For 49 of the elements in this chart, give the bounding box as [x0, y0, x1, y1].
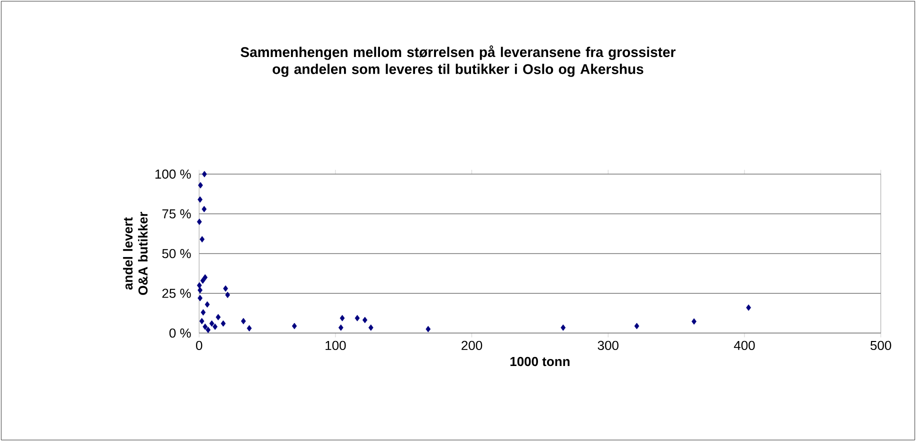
point: [199, 318, 204, 324]
x-axis-title: 1000 tonn: [510, 356, 570, 366]
point: [198, 196, 203, 203]
point: [198, 182, 203, 188]
point: [225, 292, 230, 298]
y-tick-label: 25 %: [162, 288, 191, 298]
point: [202, 274, 208, 281]
point: [368, 324, 374, 331]
point: [198, 294, 203, 302]
point: [200, 277, 206, 284]
x-tick-label: 300: [598, 340, 618, 350]
point: [196, 218, 202, 225]
point: [292, 322, 297, 330]
point: [560, 324, 566, 331]
point: [340, 314, 345, 322]
x-tick-label: 400: [734, 340, 755, 350]
x-tick-label: 500: [870, 340, 892, 350]
x-tick-label: 0: [196, 340, 202, 350]
point: [196, 282, 202, 288]
point: [240, 318, 246, 324]
point: [202, 170, 207, 178]
y-tick-label: 100 %: [155, 169, 191, 179]
point: [634, 322, 640, 330]
point: [426, 326, 431, 332]
point: [223, 285, 228, 292]
point: [209, 320, 214, 327]
point: [216, 314, 221, 320]
y-axis-title: andel levert O&A butikker: [123, 212, 148, 295]
point: [204, 301, 210, 308]
y-tick-label: 50 %: [162, 248, 191, 258]
point: [746, 304, 752, 311]
y-tick-label: 75 %: [162, 209, 191, 218]
point: [200, 309, 206, 316]
point: [200, 236, 205, 242]
point: [206, 326, 211, 333]
point: [338, 324, 344, 331]
point: [362, 316, 368, 324]
y-tick-label: 0 %: [169, 328, 191, 338]
point: [202, 206, 207, 212]
point: [220, 320, 226, 327]
x-tick-label: 100: [326, 340, 346, 350]
point: [246, 324, 252, 332]
x-tick-label: 200: [462, 340, 482, 350]
point: [202, 323, 208, 330]
point: [212, 323, 218, 330]
point: [692, 318, 696, 325]
chart-title: Sammenhengen mellom størrelsen på leveransene fra grossister og andelen som leveres til butikker i Oslo og Akershus: [240, 45, 676, 77]
point: [354, 314, 360, 322]
point: [198, 286, 203, 294]
